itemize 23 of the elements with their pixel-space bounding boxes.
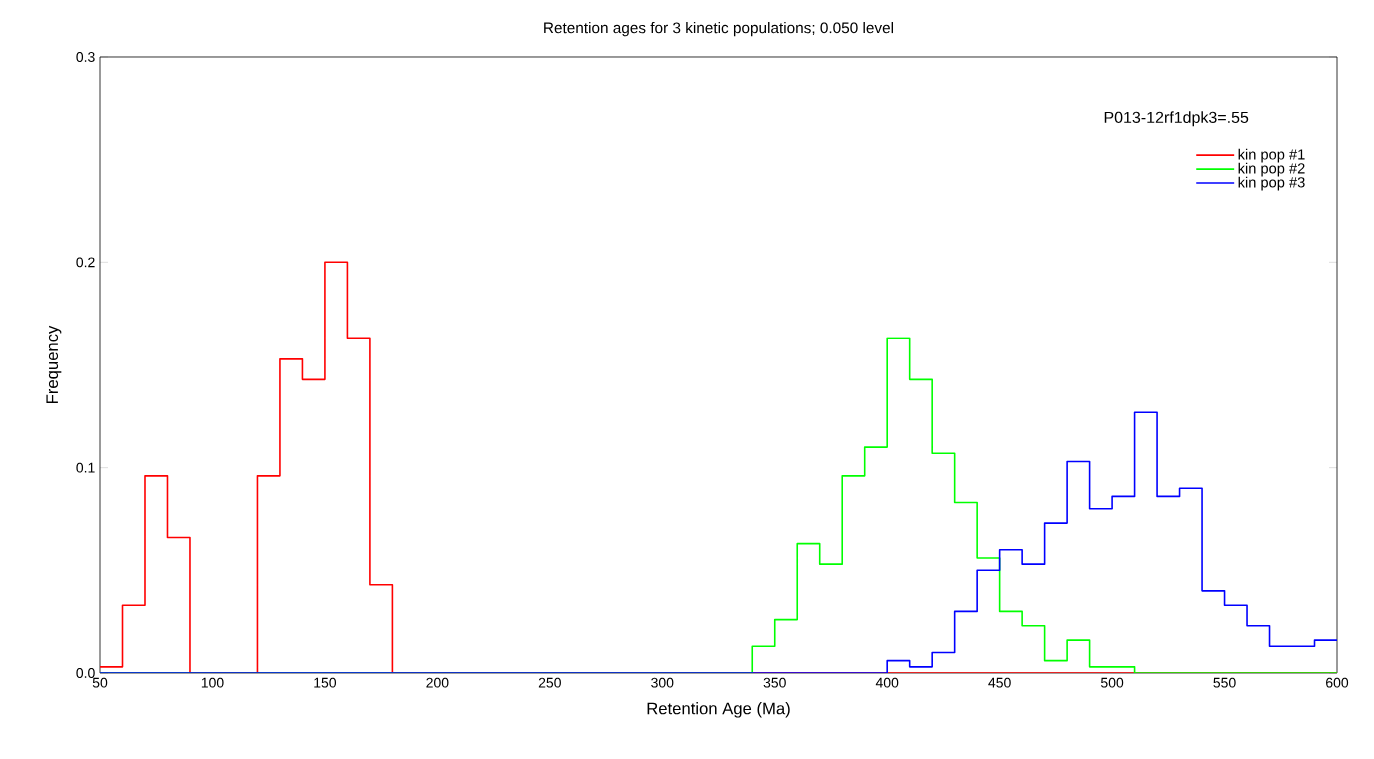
legend-label: kin pop #2 xyxy=(1238,162,1305,177)
legend-title: P013-12rf1dpk3=.55 xyxy=(1104,111,1249,127)
x-tick-label: 300 xyxy=(651,677,674,688)
legend-label: kin pop #3 xyxy=(1238,176,1305,191)
legend-label: kin pop #1 xyxy=(1238,148,1305,163)
x-tick-label: 50 xyxy=(92,677,108,688)
y-tick-label: 0.0 xyxy=(76,668,95,678)
chart-title: Retention ages for 3 kinetic populations; 0.050 level xyxy=(544,21,893,37)
x-tick-label: 150 xyxy=(314,677,337,688)
x-tick-label: 250 xyxy=(538,677,561,688)
x-tick-label: 400 xyxy=(875,677,899,688)
x-tick-label: 200 xyxy=(426,677,449,688)
y-tick-label: 0.1 xyxy=(76,462,95,473)
x-tick-label: 100 xyxy=(201,677,224,688)
y-tick-label: 0.3 xyxy=(76,52,95,62)
x-tick-label: 450 xyxy=(988,677,1011,688)
x-tick-label: 350 xyxy=(763,677,786,688)
x-axis-title: Retention Age (Ma) xyxy=(647,702,790,718)
x-tick-label: 550 xyxy=(1213,677,1236,688)
y-tick-label: 0.2 xyxy=(76,257,95,268)
y-axis-title: Frequency xyxy=(46,325,62,403)
x-tick-label: 600 xyxy=(1326,677,1349,688)
x-tick-label: 500 xyxy=(1100,677,1124,688)
